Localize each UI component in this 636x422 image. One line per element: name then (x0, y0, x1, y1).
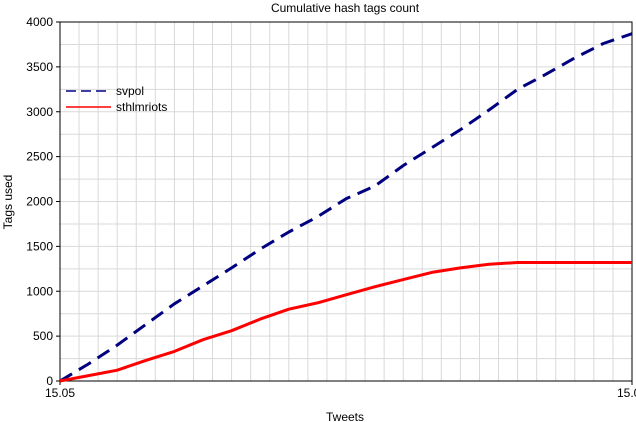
legend-label-sthlmriots: sthlmriots (116, 100, 167, 114)
y-tick-label: 2500 (26, 150, 53, 164)
y-tick-label: 1000 (26, 284, 53, 298)
x-axis-label: Tweets (326, 410, 364, 422)
legend: svpol sthlmriots (66, 84, 167, 114)
y-tick-label: 500 (33, 329, 53, 343)
y-axis-ticks: 0 500 1000 1500 2000 2500 3000 3500 4000 (26, 15, 60, 388)
series-layer (59, 32, 633, 383)
y-tick-label: 2000 (26, 195, 53, 209)
x-tick-label: 15.05 (45, 386, 75, 400)
x-tick-label: 15.07 (617, 386, 636, 400)
series-line-sthlmriots (59, 261, 632, 383)
y-tick-label: 1500 (26, 239, 53, 253)
grid (60, 22, 632, 381)
chart-title: Cumulative hash tags count (271, 1, 420, 15)
y-axis-label: Tags used (1, 175, 15, 230)
y-tick-label: 3000 (26, 105, 53, 119)
y-tick-label: 3500 (26, 60, 53, 74)
legend-label-svpol: svpol (116, 84, 144, 98)
y-tick-label: 0 (46, 374, 53, 388)
x-axis-ticks: 15.05 15.07 (45, 381, 636, 400)
series-line-svpol (59, 32, 633, 383)
y-tick-label: 4000 (26, 15, 53, 29)
